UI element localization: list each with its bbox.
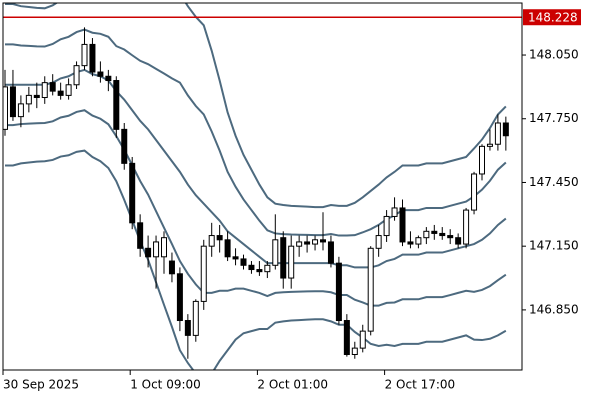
candle-body <box>304 241 311 245</box>
candle-body <box>17 103 24 118</box>
y-tick-label: 147.450 <box>529 175 579 189</box>
candle-body <box>463 209 470 245</box>
band-line <box>5 68 507 269</box>
candle-body <box>248 264 255 271</box>
candle-body <box>359 330 366 349</box>
y-tick-label: 147.750 <box>529 111 579 125</box>
candle-body <box>327 241 334 264</box>
candle-body <box>176 273 183 322</box>
candle-body <box>264 264 271 273</box>
candle-body <box>3 86 8 130</box>
candle-body <box>447 235 454 239</box>
candle-body <box>153 241 160 258</box>
candle-body <box>335 262 342 322</box>
candle-body <box>351 347 358 355</box>
candle-body <box>256 269 263 273</box>
candle-body <box>89 43 96 73</box>
candle-body <box>161 237 167 258</box>
x-tick-label: 30 Sep 2025 <box>3 378 79 392</box>
candle-body <box>343 320 350 355</box>
candle-body <box>320 239 326 243</box>
candle-body <box>208 235 215 247</box>
candle-body <box>41 82 48 99</box>
candle-body <box>312 239 319 245</box>
candle-body <box>145 247 152 258</box>
candle-body <box>423 230 430 239</box>
candle-body <box>184 320 191 336</box>
candle-body <box>57 90 64 96</box>
plot-frame <box>2 2 523 371</box>
candle-body <box>105 75 112 82</box>
candle-body <box>399 207 406 243</box>
candle-body <box>494 122 501 145</box>
candle-body <box>33 94 40 99</box>
candle-body <box>65 84 72 96</box>
band-line <box>5 149 507 370</box>
plot-area <box>3 3 522 370</box>
candle-body <box>97 71 104 77</box>
candle-body <box>407 241 414 245</box>
candle-body <box>25 94 32 105</box>
candle-body <box>479 145 485 175</box>
candle-body <box>192 300 199 336</box>
candle-body <box>502 122 509 137</box>
candle-body <box>455 237 462 245</box>
candle-body <box>375 235 382 249</box>
x-tick-label: 2 Oct 01:00 <box>257 378 328 392</box>
price-label: 148.228 <box>528 11 578 25</box>
candle-body <box>113 80 120 130</box>
candle-body <box>439 232 446 237</box>
candle-body <box>129 162 136 224</box>
band-line <box>5 3 507 209</box>
candle-body <box>121 128 128 164</box>
candle-body <box>431 230 438 234</box>
candle-body <box>9 86 16 118</box>
candle-body <box>280 237 287 279</box>
candle-body <box>415 237 422 245</box>
x-tick-label: 2 Oct 17:00 <box>385 378 456 392</box>
y-tick-label: 148.050 <box>529 48 579 62</box>
candle-body <box>216 235 223 241</box>
band-line <box>5 109 507 307</box>
candle-body <box>240 258 247 266</box>
band-line <box>5 28 507 237</box>
candle-body <box>137 222 144 249</box>
candle-body <box>471 173 478 211</box>
candle-body <box>272 239 279 266</box>
y-tick-label: 146.850 <box>529 302 579 316</box>
candle-body <box>73 65 80 86</box>
y-tick-label: 147.150 <box>529 239 579 253</box>
candle-body <box>486 143 493 147</box>
candle-body <box>200 245 207 302</box>
candle-body <box>367 247 374 332</box>
price-label-bg <box>523 9 581 26</box>
candle-body <box>81 43 88 67</box>
axes: 146.850 147.150 147.450 147.750 148.050 30 Se… <box>2 9 581 392</box>
x-tick-label: 1 Oct 09:00 <box>130 378 201 392</box>
candle-body <box>288 245 295 279</box>
candle-body <box>168 260 175 275</box>
candle-body <box>391 207 398 217</box>
candle-body <box>296 241 303 247</box>
candle-body <box>224 239 231 258</box>
candle-body <box>383 215 390 237</box>
candle-body <box>232 256 239 260</box>
candle-body <box>49 82 56 92</box>
